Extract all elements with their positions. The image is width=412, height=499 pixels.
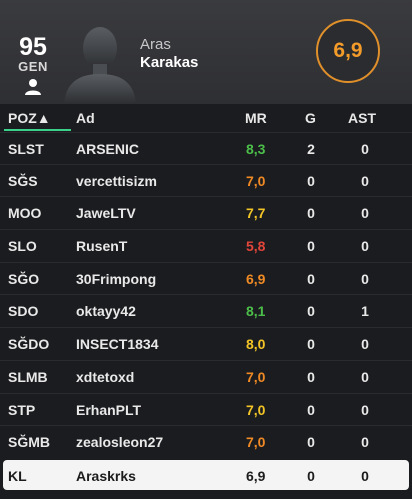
table-row[interactable]: STP ErhanPLT 7,0 0 0 <box>0 393 412 425</box>
row-match-rating: 6,9 <box>246 271 266 287</box>
row-assists: 0 <box>361 271 369 287</box>
table-row[interactable]: SLST ARSENIC 8,3 2 0 <box>0 132 412 164</box>
table-header: POZ▲ Ad MR G AST <box>0 104 412 132</box>
table-row-selected[interactable]: KL Araskrks 6,9 0 0 <box>3 460 409 490</box>
row-position: SĞMB <box>8 434 50 450</box>
row-position: MOO <box>8 205 42 221</box>
row-assists: 0 <box>361 468 369 484</box>
row-assists: 0 <box>361 238 369 254</box>
overall-rating: 95 GEN <box>12 34 54 73</box>
row-position: SĞS <box>8 173 38 189</box>
column-header-assists[interactable]: AST <box>348 110 376 126</box>
table-row[interactable]: SĞDO INSECT1834 8,0 0 0 <box>0 327 412 359</box>
row-goals: 0 <box>307 271 315 287</box>
row-goals: 2 <box>307 141 315 157</box>
row-match-rating: 7,0 <box>246 173 266 189</box>
overall-label: GEN <box>18 59 48 74</box>
row-player-name: Araskrks <box>76 468 136 484</box>
row-position: SLO <box>8 238 37 254</box>
row-position: SLST <box>8 141 44 157</box>
row-assists: 0 <box>361 141 369 157</box>
sort-indicator <box>4 129 71 131</box>
row-player-name: 30Frimpong <box>76 271 157 287</box>
row-goals: 0 <box>307 205 315 221</box>
row-assists: 1 <box>361 303 369 319</box>
lineup-table: POZ▲ Ad MR G AST SLST ARSENIC 8,3 2 0 SĞS verc… <box>0 104 412 499</box>
row-assists: 0 <box>361 434 369 450</box>
overall-value: 95 <box>19 33 47 61</box>
table-row[interactable]: SĞS vercettisizm 7,0 0 0 <box>0 164 412 196</box>
row-assists: 0 <box>361 205 369 221</box>
table-row[interactable]: SDO oktayy42 8,1 0 1 <box>0 294 412 326</box>
row-goals: 0 <box>307 173 315 189</box>
row-match-rating: 8,1 <box>246 303 266 319</box>
row-player-name: ARSENIC <box>76 141 140 157</box>
player-header: 95 GEN Aras Karakas 6,9 <box>0 0 412 104</box>
row-player-name: oktayy42 <box>76 303 136 319</box>
row-goals: 0 <box>307 402 315 418</box>
row-goals: 0 <box>307 434 315 450</box>
row-match-rating: 8,0 <box>246 336 266 352</box>
column-header-position[interactable]: POZ▲ <box>8 110 51 126</box>
row-player-name: ErhanPLT <box>76 402 142 418</box>
row-player-name: JaweLTV <box>76 205 136 221</box>
row-assists: 0 <box>361 402 369 418</box>
player-name: Aras Karakas <box>140 36 198 72</box>
row-goals: 0 <box>307 336 315 352</box>
row-match-rating: 7,0 <box>246 402 266 418</box>
row-position: SĞO <box>8 271 40 287</box>
match-rating-badge: 6,9 <box>316 19 380 83</box>
row-position: KL <box>8 468 27 484</box>
player-last-name: Karakas <box>140 54 199 71</box>
row-match-rating: 6,9 <box>246 468 266 484</box>
match-rating-value: 6,9 <box>333 39 363 62</box>
row-assists: 0 <box>361 369 369 385</box>
row-player-name: vercettisizm <box>76 173 157 189</box>
row-player-name: zealosleon27 <box>76 434 164 450</box>
column-header-name[interactable]: Ad <box>76 110 95 126</box>
row-goals: 0 <box>307 303 315 319</box>
table-row[interactable]: SLMB xdtetoxd 7,0 0 0 <box>0 360 412 392</box>
person-icon <box>25 79 41 95</box>
player-silhouette-icon <box>64 27 136 104</box>
table-row[interactable]: SĞMB zealosleon27 7,0 0 0 <box>0 425 412 457</box>
row-position: SĞDO <box>8 336 50 352</box>
table-row[interactable]: MOO JaweLTV 7,7 0 0 <box>0 196 412 228</box>
column-header-goals[interactable]: G <box>305 110 316 126</box>
row-player-name: INSECT1834 <box>76 336 159 352</box>
row-match-rating: 7,7 <box>246 205 266 221</box>
table-row[interactable]: SĞO 30Frimpong 6,9 0 0 <box>0 262 412 294</box>
row-match-rating: 5,8 <box>246 238 266 254</box>
row-position: SDO <box>8 303 39 319</box>
row-position: SLMB <box>8 369 48 385</box>
row-match-rating: 8,3 <box>246 141 266 157</box>
table-row[interactable]: SLO RusenT 5,8 0 0 <box>0 229 412 261</box>
player-first-name: Aras <box>140 36 171 53</box>
row-goals: 0 <box>307 238 315 254</box>
row-match-rating: 7,0 <box>246 434 266 450</box>
row-position: STP <box>8 402 36 418</box>
row-player-name: xdtetoxd <box>76 369 135 385</box>
row-goals: 0 <box>307 369 315 385</box>
row-match-rating: 7,0 <box>246 369 266 385</box>
column-header-match-rating[interactable]: MR <box>245 110 267 126</box>
row-assists: 0 <box>361 173 369 189</box>
row-assists: 0 <box>361 336 369 352</box>
row-goals: 0 <box>307 468 315 484</box>
row-player-name: RusenT <box>76 238 128 254</box>
